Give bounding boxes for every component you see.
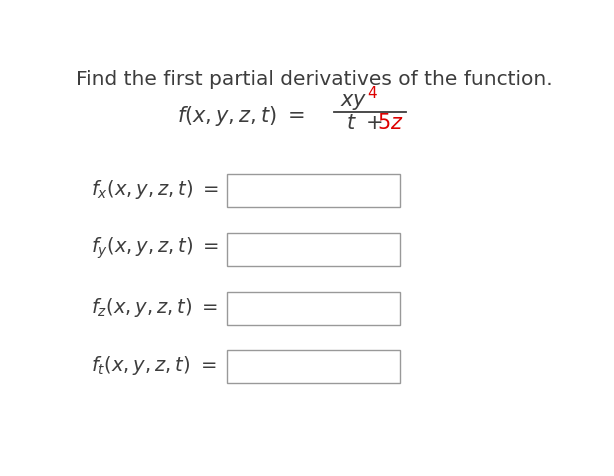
Text: $t\ +\ $: $t\ +\ $ xyxy=(346,113,382,133)
FancyBboxPatch shape xyxy=(227,350,400,383)
FancyBboxPatch shape xyxy=(227,174,400,208)
Text: $5z$: $5z$ xyxy=(376,113,403,133)
Text: $f_{t}(x, y, z, t)\ =$: $f_{t}(x, y, z, t)\ =$ xyxy=(91,354,217,377)
Text: $f(x, y, z, t)\ =$: $f(x, y, z, t)\ =$ xyxy=(177,104,305,128)
Text: $f_{y}(x, y, z, t)\ =$: $f_{y}(x, y, z, t)\ =$ xyxy=(91,236,219,261)
FancyBboxPatch shape xyxy=(227,233,400,266)
Text: $4$: $4$ xyxy=(367,85,378,100)
Text: $xy$: $xy$ xyxy=(340,92,367,112)
Text: $f_{z}(x, y, z, t)\ =$: $f_{z}(x, y, z, t)\ =$ xyxy=(91,296,219,318)
Text: Find the first partial derivatives of the function.: Find the first partial derivatives of th… xyxy=(76,70,553,89)
FancyBboxPatch shape xyxy=(227,292,400,325)
Text: $f_{x}(x, y, z, t)\ =$: $f_{x}(x, y, z, t)\ =$ xyxy=(91,178,219,201)
